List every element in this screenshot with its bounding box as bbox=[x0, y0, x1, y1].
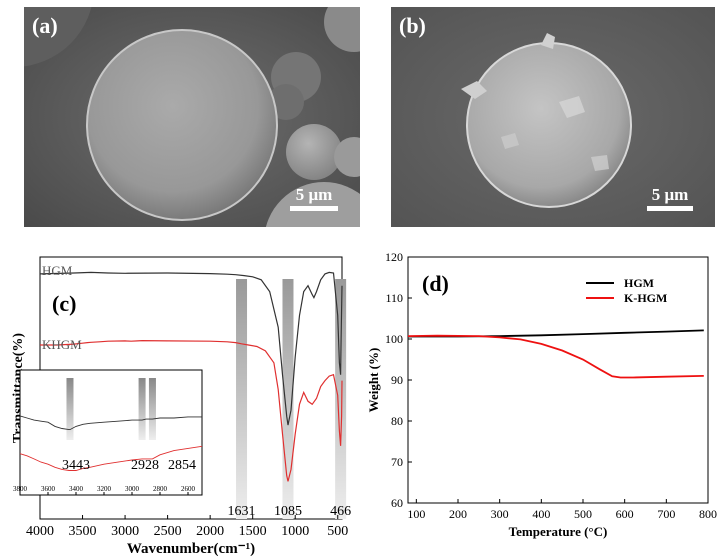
inset-series-line-khgm bbox=[19, 445, 203, 471]
inset-x-tick-label-2600: 2600 bbox=[181, 485, 196, 493]
scale-bar-b-label: 5 μm bbox=[651, 185, 689, 204]
y-tick-label-120: 120 bbox=[385, 250, 403, 264]
x-tick-label-500: 500 bbox=[327, 524, 348, 539]
inset-x-tick-label-2800: 2800 bbox=[153, 485, 168, 493]
y-tick-label-70: 70 bbox=[391, 455, 403, 469]
peak-label-1085: 1085 bbox=[274, 504, 302, 519]
series-line-hgm bbox=[39, 271, 343, 426]
panel-label-d: (d) bbox=[422, 271, 449, 296]
x-tick-label-400: 400 bbox=[532, 507, 550, 521]
inset-peak-band-2928 bbox=[138, 378, 146, 440]
peak-band-1631 bbox=[236, 279, 248, 519]
panel-label-c: (c) bbox=[52, 291, 76, 316]
inset-x-tick-label-3400: 3400 bbox=[69, 485, 84, 493]
sem-a-label: (a) bbox=[32, 13, 58, 38]
x-tick-label-200: 200 bbox=[449, 507, 467, 521]
series-line-khgm bbox=[40, 339, 343, 482]
tga-chart: 60 70 80 90 100 110 120 100 200 300 400 500 600 700 80… bbox=[368, 250, 717, 539]
scale-bar-b-line bbox=[647, 206, 693, 211]
scale-bar-a-line bbox=[290, 206, 338, 211]
series-line-k-hgm bbox=[407, 334, 704, 379]
x-tick-label-1000: 1000 bbox=[281, 524, 309, 539]
x-tick-label-700: 700 bbox=[657, 507, 675, 521]
peak-band-466 bbox=[335, 279, 347, 519]
peak-label-1631: 1631 bbox=[228, 504, 256, 519]
x-tick-label-3500: 3500 bbox=[69, 524, 97, 539]
inset-peak-band-2854 bbox=[148, 378, 156, 440]
legend-label-k-hgm: K-HGM bbox=[624, 291, 667, 305]
y-tick-label-90: 90 bbox=[391, 373, 403, 387]
y-tick-label-100: 100 bbox=[385, 332, 403, 346]
sem-b-label: (b) bbox=[399, 13, 426, 38]
inset-series-line-hgm bbox=[19, 415, 202, 431]
x-tick-label-600: 600 bbox=[616, 507, 634, 521]
inset-x-tick-label-3000: 3000 bbox=[125, 485, 140, 493]
sem-micrograph-a bbox=[24, 7, 360, 227]
x-tick-label-500: 500 bbox=[574, 507, 592, 521]
inset-frame bbox=[19, 369, 203, 496]
inset-peak-label-2928: 2928 bbox=[131, 458, 159, 473]
x-tick-label-2500: 2500 bbox=[154, 524, 182, 539]
x-axis-title: Temperature (°C) bbox=[509, 524, 608, 539]
y-tick-label-60: 60 bbox=[391, 496, 403, 510]
series-label-khgm: KHGM bbox=[42, 337, 82, 352]
scale-bar-a-label: 5 μm bbox=[295, 185, 333, 204]
sem-image-a: (a) 5 μm bbox=[24, 7, 360, 227]
inset-peak-label-2854: 2854 bbox=[168, 458, 196, 473]
scale-bar-b: 5 μm bbox=[647, 185, 693, 211]
x-axis-title: Wavenumber(cm⁻¹) bbox=[127, 541, 255, 557]
x-tick-label-100: 100 bbox=[407, 507, 425, 521]
peak-band-1085 bbox=[282, 279, 294, 519]
peak-label-466: 466 bbox=[330, 504, 351, 519]
scale-bar-a: 5 μm bbox=[290, 185, 338, 211]
x-tick-label-1500: 1500 bbox=[239, 524, 267, 539]
y-tick-label-110: 110 bbox=[385, 291, 403, 305]
x-tick-label-2000: 2000 bbox=[196, 524, 224, 539]
inset-x-tick-label-3800: 3800 bbox=[13, 485, 28, 493]
inset-peak-band-3443 bbox=[66, 378, 74, 440]
x-tick-label-300: 300 bbox=[491, 507, 509, 521]
series-label-hgm: HGM bbox=[42, 263, 73, 278]
inset-x-tick-label-3200: 3200 bbox=[97, 485, 112, 493]
sem-image-b: (b) 5 μm bbox=[391, 7, 715, 227]
x-tick-label-800: 800 bbox=[699, 507, 717, 521]
legend-label-hgm: HGM bbox=[624, 276, 654, 290]
inset-peak-label-3443: 3443 bbox=[62, 458, 90, 473]
x-tick-label-3000: 3000 bbox=[111, 524, 139, 539]
ftir-chart: HGM KHGM (c) 1631 1085 466 4000 3500 3000 2500 200… bbox=[11, 256, 351, 557]
y-axis-title: Weight (%) bbox=[368, 348, 381, 413]
y-tick-label-80: 80 bbox=[391, 414, 403, 428]
sem-micrograph-b bbox=[391, 7, 715, 227]
x-tick-label-4000: 4000 bbox=[26, 524, 54, 539]
inset-x-tick-label-3600: 3600 bbox=[41, 485, 56, 493]
